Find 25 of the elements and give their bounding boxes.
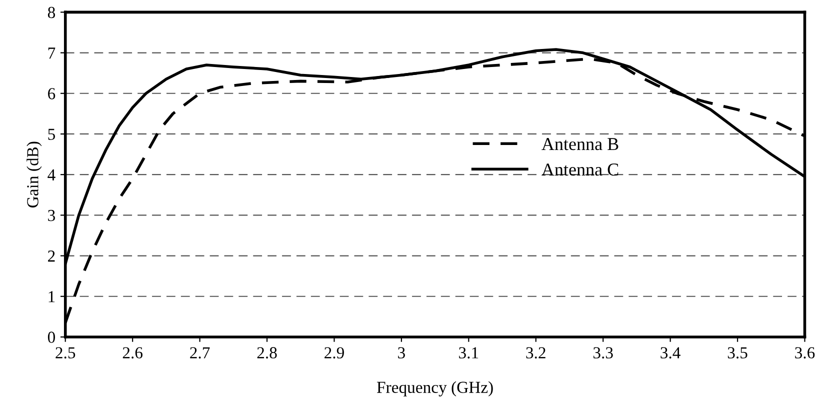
x-tick-label: 3.6 [795,347,815,359]
x-tick-label: 3.2 [526,347,546,359]
y-tick-label: 8 [48,6,55,18]
x-tick-label: 3.4 [660,347,680,359]
y-tick-label: 6 [48,88,56,100]
y-tick-label: 5 [48,128,55,140]
legend-label: Antenna B [542,138,618,150]
x-tick-label: 3.1 [459,347,478,359]
x-axis-title: Frequency (GHz) [376,381,493,396]
y-tick-label: 3 [48,210,55,222]
x-tick-label: 2.9 [324,347,344,359]
x-tick-label: 2.7 [190,347,210,359]
y-tick-label: 0 [48,332,55,343]
y-axis-title: Gain (dB) [26,142,42,208]
x-tick-label: 2.6 [122,347,142,359]
x-tick-label: 3.5 [728,347,748,359]
x-tick-label: 2.8 [257,347,277,359]
x-tick-label: 2.5 [56,347,76,359]
x-tick-label: 3.3 [593,347,613,359]
y-tick-label: 7 [48,48,56,59]
y-tick-label: 1 [48,291,55,302]
legend-label: Antenna C [542,164,618,176]
y-tick-label: 2 [48,250,55,262]
x-tick-label: 3 [398,347,405,358]
y-tick-label: 4 [48,169,56,180]
